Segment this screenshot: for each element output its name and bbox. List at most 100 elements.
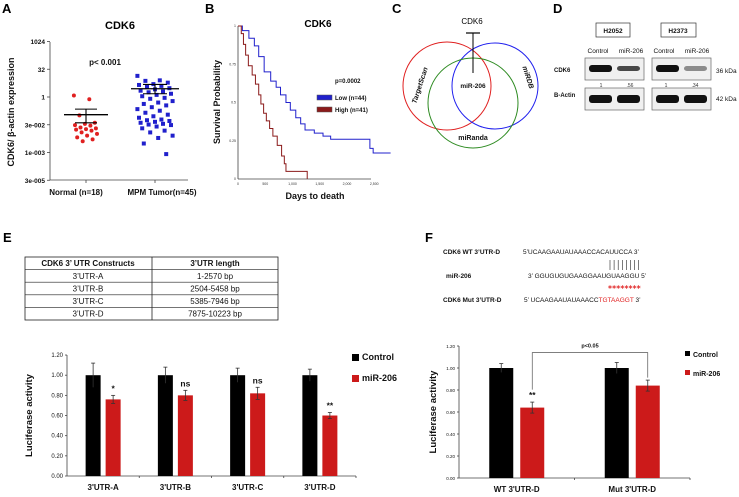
data-point	[146, 90, 151, 95]
y-tick-label: 0	[234, 177, 236, 181]
x-tick-label: 2,000	[343, 182, 352, 186]
legend-swatch-low	[316, 94, 333, 101]
data-point	[140, 126, 145, 131]
x-label-normal: Normal (n=18)	[49, 188, 103, 197]
table-cell: 3’UTR-B	[73, 285, 104, 294]
y-tick-label: 0.20	[51, 454, 63, 460]
y-tick-label: 1	[234, 24, 236, 28]
mutation-mark-icon	[628, 285, 633, 289]
x-tick-label: 0	[237, 182, 239, 186]
significance-label: **	[529, 390, 536, 400]
data-point	[137, 82, 141, 87]
y-tick-label: 0.60	[446, 410, 455, 415]
lane-label: Control	[588, 48, 610, 55]
seq-wt: 5’UCAAGAAUAUAAACCACAUUCCA 3’	[523, 249, 640, 256]
blot-band	[684, 95, 707, 103]
legend-swatch	[352, 375, 359, 382]
data-point	[137, 115, 141, 120]
legend-low: Low (n=44)	[335, 96, 367, 102]
x-tick-label: 3'UTR-A	[88, 483, 119, 492]
blot-panel	[584, 57, 645, 81]
bar-mir206	[177, 395, 193, 476]
data-point	[145, 84, 149, 89]
table-cell: 5385-7946 bp	[190, 297, 240, 306]
data-point	[157, 108, 162, 113]
data-point	[164, 152, 169, 157]
data-point	[165, 112, 170, 117]
data-point	[156, 135, 161, 140]
data-point	[141, 101, 146, 106]
table-header: CDK6 3’ UTR Constructs	[41, 259, 135, 268]
legend-swatch	[352, 354, 359, 361]
mutation-mark-icon	[612, 285, 616, 289]
seq-mut-suffix: 3’	[634, 297, 641, 304]
data-point	[154, 124, 159, 129]
y-tick-label: 0.60	[51, 414, 63, 420]
bar-mir206	[105, 399, 121, 476]
data-point	[135, 107, 140, 112]
data-point	[84, 127, 88, 132]
mutation-mark-icon	[624, 285, 629, 289]
bar-control	[489, 368, 514, 478]
bar-mir206	[635, 385, 660, 478]
data-point	[165, 80, 170, 85]
data-point	[167, 118, 172, 123]
data-point	[135, 73, 140, 78]
data-point	[153, 119, 157, 124]
blot-panel	[651, 57, 712, 81]
venn-diagram: CDK6 miR-206 TargetScan miRDB miRanda	[402, 17, 539, 149]
size-42kda: 42 kDa	[716, 96, 737, 103]
data-point	[143, 78, 148, 83]
seq-mut-mutated: TGTAAGGT	[599, 297, 634, 304]
venn-circle-mirdb	[451, 42, 539, 130]
data-point	[159, 83, 164, 88]
y-tick-label: 0.25	[229, 139, 236, 143]
bar-control	[157, 375, 173, 476]
size-36kda: 36 kDa	[716, 68, 737, 75]
row-label-cdk6: CDK6	[554, 68, 571, 74]
blot-band	[589, 95, 612, 103]
table-cell: 7875-10223 bp	[188, 310, 242, 319]
y-tick-label: 0.5	[231, 101, 236, 105]
chart-title-a: CDK6	[105, 20, 135, 32]
bar-chart-f: Luciferase activity 0.00 0.20 0.40 0.60 0.80 1…	[428, 344, 720, 494]
bar-chart-e: Luciferase activity 0.00 0.20 0.40 0.60 0.80 1…	[24, 352, 397, 492]
data-point	[169, 123, 173, 128]
bracket-label: p<0.05	[581, 344, 598, 350]
lane-label: miR-206	[685, 48, 710, 55]
y-tick-label: 1e-003	[25, 150, 46, 157]
table-cell: 3’UTR-A	[73, 272, 104, 281]
y-axis-label: Luciferase activity	[24, 373, 35, 457]
y-tick-label: 0.75	[229, 62, 236, 66]
venn-set-targetscan: TargetScan	[411, 66, 429, 104]
data-point	[71, 93, 76, 98]
panel-label-f: F	[425, 230, 433, 245]
data-point	[138, 120, 143, 125]
panel-label-e: E	[3, 230, 12, 245]
data-point	[140, 94, 145, 99]
blot-panel	[584, 87, 645, 111]
data-point	[154, 92, 159, 97]
legend-swatch-high	[316, 106, 333, 113]
p-value-a: p< 0.001	[89, 58, 121, 67]
survival-curve-low	[238, 25, 391, 154]
x-tick-label: 500	[262, 182, 268, 186]
legend-label: miR-206	[693, 371, 720, 378]
blot-band	[589, 65, 612, 72]
mutation-mark-icon	[632, 285, 637, 289]
mutation-mark-icon	[608, 285, 612, 289]
bar-mir206	[322, 415, 338, 476]
data-point	[161, 121, 165, 126]
scatter-plot-a: CDK6 p< 0.001 CDK6/ β-actin expression N…	[6, 20, 197, 197]
quant: 1	[665, 83, 668, 89]
y-tick-label: 3e-002	[25, 122, 46, 129]
data-point	[90, 137, 95, 142]
venn-set-miranda: miRanda	[458, 135, 488, 142]
y-tick-label: 0.80	[51, 393, 63, 399]
y-tick-label: 0.00	[51, 474, 63, 480]
p-value-b: p=0.0002	[335, 79, 361, 85]
x-tick-label: 2,500	[370, 182, 379, 186]
legend-high: High (n=41)	[335, 108, 368, 114]
significance-bracket	[531, 352, 649, 390]
